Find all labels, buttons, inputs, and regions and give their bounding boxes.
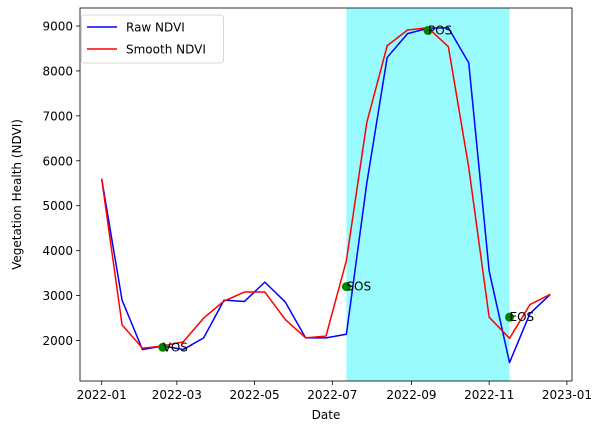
x-tick-label: 2022-01 [77,388,127,402]
annotation-marker-eos [505,312,515,322]
y-tick-label: 9000 [42,19,73,33]
y-axis-ticks: 2000 3000 4000 5000 6000 7000 8000 9000 [42,19,80,348]
series-line-raw-ndvi [100,27,551,364]
x-axis-label: Date [312,408,341,422]
x-tick-label: 2022-11 [464,388,514,402]
annotation-marker-layer [158,25,515,352]
x-tick-label: 2022-09 [386,388,436,402]
plot-frame [79,7,573,382]
legend: Raw NDVI Smooth NDVI [81,14,224,64]
annotation-label-pos: POS [428,23,452,37]
x-tick-label: 2022-07 [307,388,357,402]
annotation-label-layer: VOS SOS POS EOS [163,23,534,354]
annotation-marker-sos [341,282,351,292]
annotation-label-sos: SOS [346,280,371,294]
legend-entry: Raw NDVI [126,21,185,35]
x-tick-label: 2022-05 [230,388,280,402]
y-tick-label: 5000 [42,199,73,213]
series-line-smooth-ndvi [100,27,551,349]
y-tick-label: 2000 [42,334,73,348]
y-axis-label: Vegetation Health (NDVI) [10,119,24,270]
annotation-label-vos: VOS [163,340,188,354]
x-tick-label: 2022-03 [152,388,202,402]
season-span-layer [346,8,510,381]
series-layer [100,27,551,364]
annotation-marker-vos [158,342,168,352]
season-span [346,8,510,381]
y-tick-label: 4000 [42,244,73,258]
y-tick-label: 3000 [42,289,73,303]
y-tick-label: 6000 [42,154,73,168]
y-tick-label: 8000 [42,64,73,78]
annotation-label-eos: EOS [510,310,535,324]
y-tick-label: 7000 [42,109,73,123]
legend-entry: Smooth NDVI [126,43,206,57]
x-axis-ticks: 2022-01 2022-03 2022-05 2022-07 2022-09 2022-… [77,381,592,402]
x-tick-label: 2023-01 [542,388,592,402]
annotation-marker-pos [423,25,433,35]
